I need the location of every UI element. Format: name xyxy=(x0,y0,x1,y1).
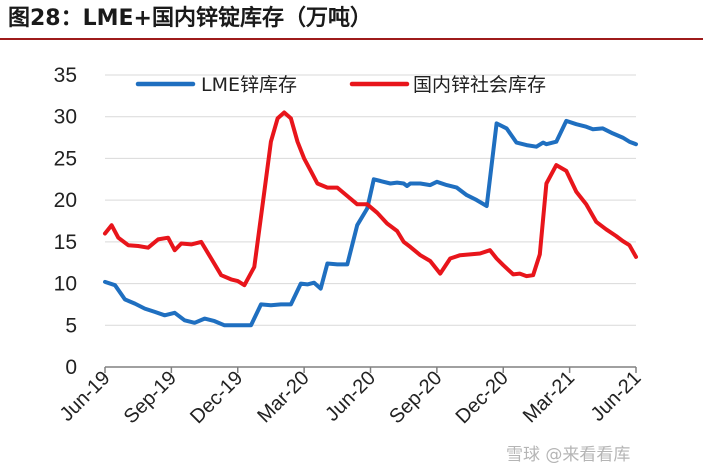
x-tick-label: Sep-19 xyxy=(120,367,181,428)
y-tick-label: 0 xyxy=(65,356,77,379)
x-tick-label: Mar-20 xyxy=(253,367,313,427)
y-tick-label: 10 xyxy=(54,273,77,296)
series-lines xyxy=(103,110,638,328)
x-tick-label: Sep-20 xyxy=(385,367,446,428)
series-line-lme xyxy=(103,118,638,328)
figure-title: 图28：LME+国内锌锭库存（万吨） xyxy=(8,6,372,31)
title-divider xyxy=(0,38,703,40)
x-tick-label: Dec-19 xyxy=(186,367,247,428)
x-tick-label: Jun-20 xyxy=(321,367,380,426)
y-tick-label: 35 xyxy=(54,64,77,87)
watermark-text: 雪球 @来看看库 xyxy=(506,445,631,465)
y-tick-label: 5 xyxy=(65,314,77,337)
series-line-domestic xyxy=(103,110,638,288)
legend: LME锌库存 国内锌社会库存 xyxy=(135,74,546,96)
y-tick-label: 25 xyxy=(54,147,77,170)
x-tick-label: Jun-21 xyxy=(587,367,646,426)
y-tick-label: 20 xyxy=(54,189,77,212)
y-tick-label: 30 xyxy=(54,106,77,129)
y-axis-ticks: 0 5 10 15 20 25 30 35 xyxy=(54,64,77,379)
x-axis xyxy=(104,366,637,373)
x-tick-label: Mar-21 xyxy=(519,367,579,427)
x-axis-ticks: Jun-19 Sep-19 Dec-19 Mar-20 Jun-20 Sep-20 Dec-… xyxy=(56,367,646,428)
y-tick-label: 15 xyxy=(54,231,77,254)
legend-label: LME锌库存 xyxy=(201,74,297,96)
x-tick-label: Dec-20 xyxy=(452,367,513,428)
legend-label: 国内锌社会库存 xyxy=(413,74,546,96)
